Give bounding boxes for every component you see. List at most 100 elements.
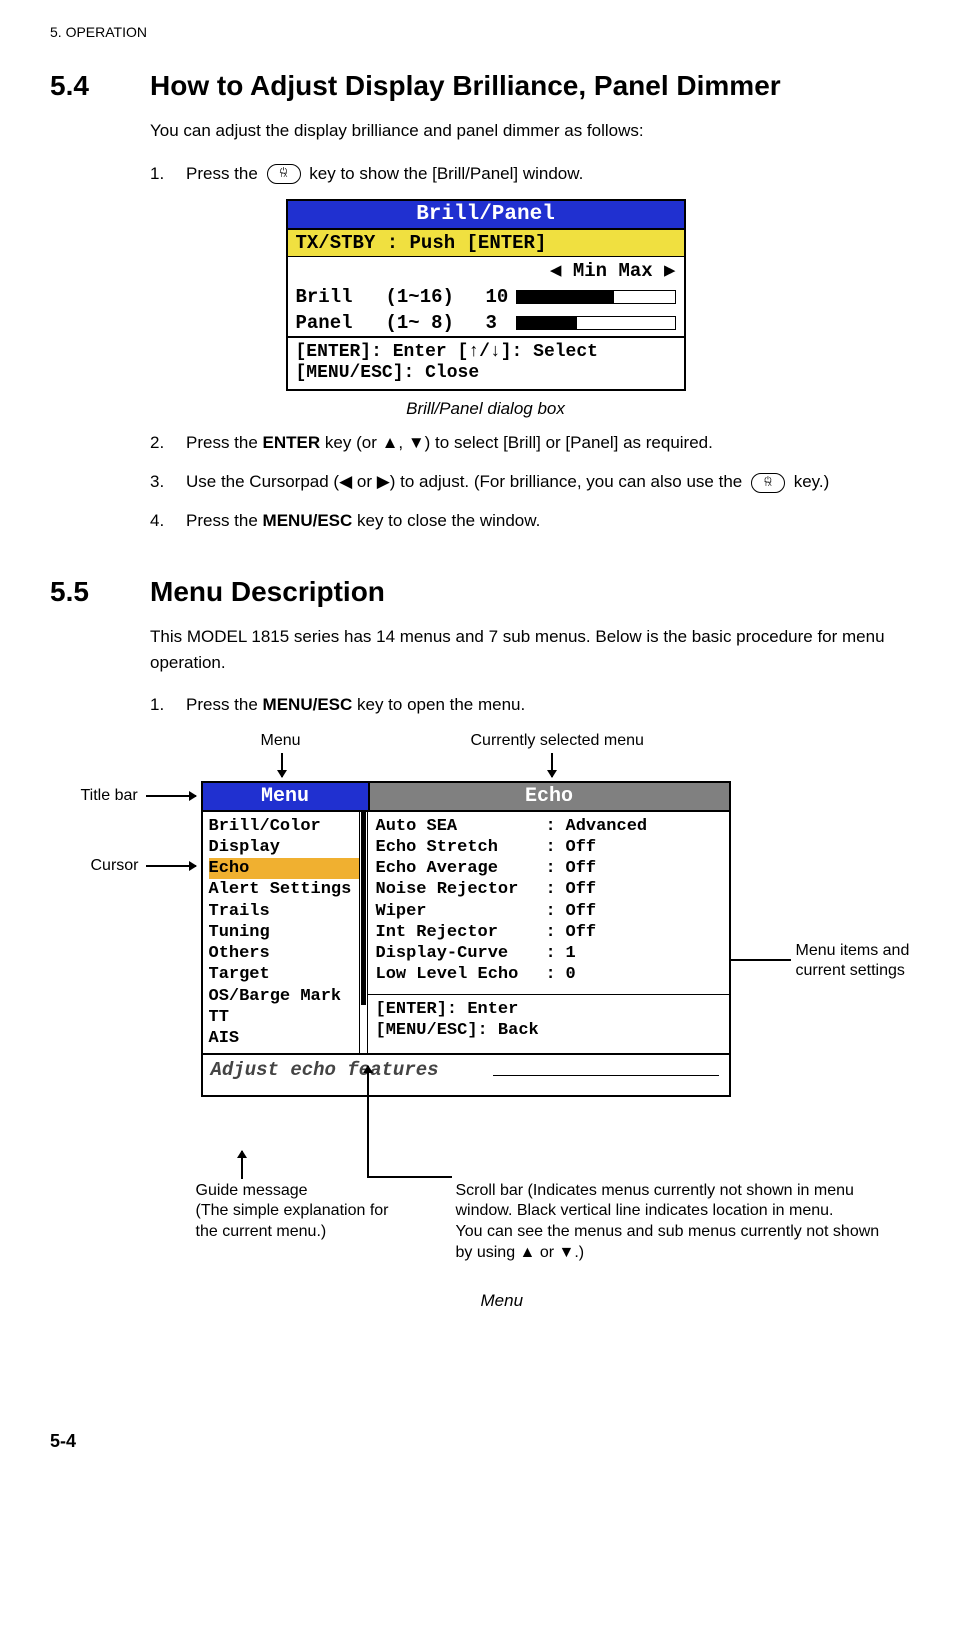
anno-guide-message: Guide message (The simple explanation fo… [196, 1181, 426, 1243]
section-5-5-heading: Menu Description [150, 576, 385, 608]
menu-left-panel: Brill/ColorDisplayEchoAlert SettingsTrai… [203, 812, 368, 1054]
menu-body: Brill/ColorDisplayEchoAlert SettingsTrai… [203, 812, 729, 1054]
menu-left-item: Target [209, 964, 367, 985]
panel-bar-fill [517, 317, 577, 329]
dialog-brill-row: Brill (1~16) 10 [288, 284, 684, 310]
menu-left-item: OS/Barge Mark [209, 986, 367, 1007]
step-4-b: MENU/ESC [263, 511, 353, 530]
step-number: 4. [150, 507, 174, 534]
menu-item-value: Off [566, 858, 597, 879]
anno-menu: Menu [261, 731, 301, 752]
menu-left-item: Display [209, 837, 367, 858]
menu-item-key: Wiper [376, 901, 546, 922]
menu-right-row: Wiper:Off [376, 901, 721, 922]
panel-value: 3 [486, 312, 516, 334]
page-number: 5-4 [50, 1431, 921, 1452]
anno-currently-selected: Currently selected menu [471, 731, 644, 752]
panel-label: Panel [296, 312, 386, 334]
menu-left-item: Brill/Color [209, 816, 367, 837]
section-5-4-intro: You can adjust the display brilliance an… [150, 118, 921, 144]
dialog-panel-row: Panel (1~ 8) 3 [288, 310, 684, 336]
menu-left-item: Echo [209, 858, 367, 879]
dialog-title: Brill/Panel [288, 201, 684, 230]
dialog-footer: [ENTER]: Enter [↑/↓]: Select [MENU/ESC]:… [288, 336, 684, 389]
colon: : [546, 858, 566, 879]
step-1-body: Press the key to show the [Brill/Panel] … [186, 160, 921, 187]
colon: : [546, 837, 566, 858]
menu-item-key: Auto SEA [376, 816, 546, 837]
step-1-a: Press the [186, 695, 263, 714]
menu-right-row: Noise Rejector:Off [376, 879, 721, 900]
step-5-5-1-body: Press the MENU/ESC key to open the menu. [186, 691, 921, 718]
section-5-4-title: 5.4 How to Adjust Display Brilliance, Pa… [50, 70, 921, 102]
menu-item-value: Off [566, 837, 597, 858]
step-number: 1. [150, 160, 174, 187]
brill-label: Brill [296, 286, 386, 308]
menu-item-key: Echo Stretch [376, 837, 546, 858]
menu-right-row: Echo Average:Off [376, 858, 721, 879]
menu-right-row: Int Rejector:Off [376, 922, 721, 943]
brill-value: 10 [486, 286, 516, 308]
step-2-a: Press the [186, 433, 263, 452]
step-3-body: Use the Cursorpad (◀ or ▶) to adjust. (F… [186, 468, 921, 495]
step-1-post: key to show the [Brill/Panel] window. [309, 164, 583, 183]
menu-right-items: Auto SEA:AdvancedEcho Stretch:OffEcho Av… [368, 812, 729, 990]
dialog-highlight-row: TX/STBY : Push [ENTER] [288, 230, 684, 257]
section-5-4-heading: How to Adjust Display Brilliance, Panel … [150, 70, 781, 102]
menu-title-right: Echo [368, 783, 729, 810]
panel-range: (1~ 8) [386, 312, 486, 334]
menu-left-item: Trails [209, 901, 367, 922]
section-5-4-steps: 1. Press the key to show the [Brill/Pane… [150, 160, 921, 187]
menu-item-value: Advanced [566, 816, 648, 837]
brill-panel-dialog: Brill/Panel TX/STBY : Push [ENTER] ◀ Min… [286, 199, 686, 391]
arrow-icon [281, 753, 283, 777]
arrow-line [367, 1176, 452, 1178]
menu-item-key: Int Rejector [376, 922, 546, 943]
section-5-5-intro: This MODEL 1815 series has 14 menus and … [150, 624, 921, 675]
step-3-a: Use the Cursorpad (◀ or ▶) to adjust. (F… [186, 472, 747, 491]
menu-item-key: Noise Rejector [376, 879, 546, 900]
section-5-5-steps: 1. Press the MENU/ESC key to open the me… [150, 691, 921, 718]
tx-key-icon [267, 164, 301, 184]
scrollbar-vertical [359, 812, 367, 1054]
step-number: 2. [150, 429, 174, 456]
menu-item-value: 1 [566, 943, 576, 964]
anno-menu-items: Menu items and current settings [796, 941, 916, 983]
dialog-footer-1: [ENTER]: Enter [↑/↓]: Select [296, 342, 676, 364]
menu-item-value: 0 [566, 964, 576, 985]
step-4-c: key to close the window. [352, 511, 540, 530]
dialog-footer-2: [MENU/ESC]: Close [296, 363, 676, 385]
panel-bar [516, 316, 676, 330]
colon: : [546, 964, 566, 985]
step-1-pre: Press the [186, 164, 263, 183]
menu-right-row: Display-Curve:1 [376, 943, 721, 964]
scrollbar-thumb [361, 812, 366, 1005]
dialog-caption: Brill/Panel dialog box [50, 399, 921, 419]
arrow-icon [241, 1151, 243, 1179]
colon: : [546, 943, 566, 964]
menu-title-left: Menu [203, 783, 368, 810]
menu-left-item: Alert Settings [209, 879, 367, 900]
step-3-b: key.) [794, 472, 830, 491]
menu-item-value: Off [566, 922, 597, 943]
step-number: 3. [150, 468, 174, 495]
section-5-5-title: 5.5 Menu Description [50, 576, 921, 608]
arrow-icon [551, 753, 553, 777]
anno-scroll-bar: Scroll bar (Indicates menus currently no… [456, 1181, 896, 1264]
colon: : [546, 922, 566, 943]
brill-range: (1~16) [386, 286, 486, 308]
menu-left-item: TT [209, 1007, 367, 1028]
menu-right-footer: [ENTER]: Enter [MENU/ESC]: Back [368, 995, 729, 1046]
anno-cursor: Cursor [91, 856, 139, 877]
menu-right-row: Echo Stretch:Off [376, 837, 721, 858]
section-5-4-num: 5.4 [50, 70, 110, 102]
menu-left-item: AIS [209, 1028, 367, 1049]
step-4-body: Press the MENU/ESC key to close the wind… [186, 507, 921, 534]
menu-right-row: Low Level Echo: 0 [376, 964, 721, 985]
menu-item-key: Display-Curve [376, 943, 546, 964]
menu-titlebar: Menu Echo [203, 783, 729, 812]
colon: : [546, 879, 566, 900]
menu-item-value: Off [566, 901, 597, 922]
menu-left-item: Others [209, 943, 367, 964]
menu-right-row: Auto SEA:Advanced [376, 816, 721, 837]
